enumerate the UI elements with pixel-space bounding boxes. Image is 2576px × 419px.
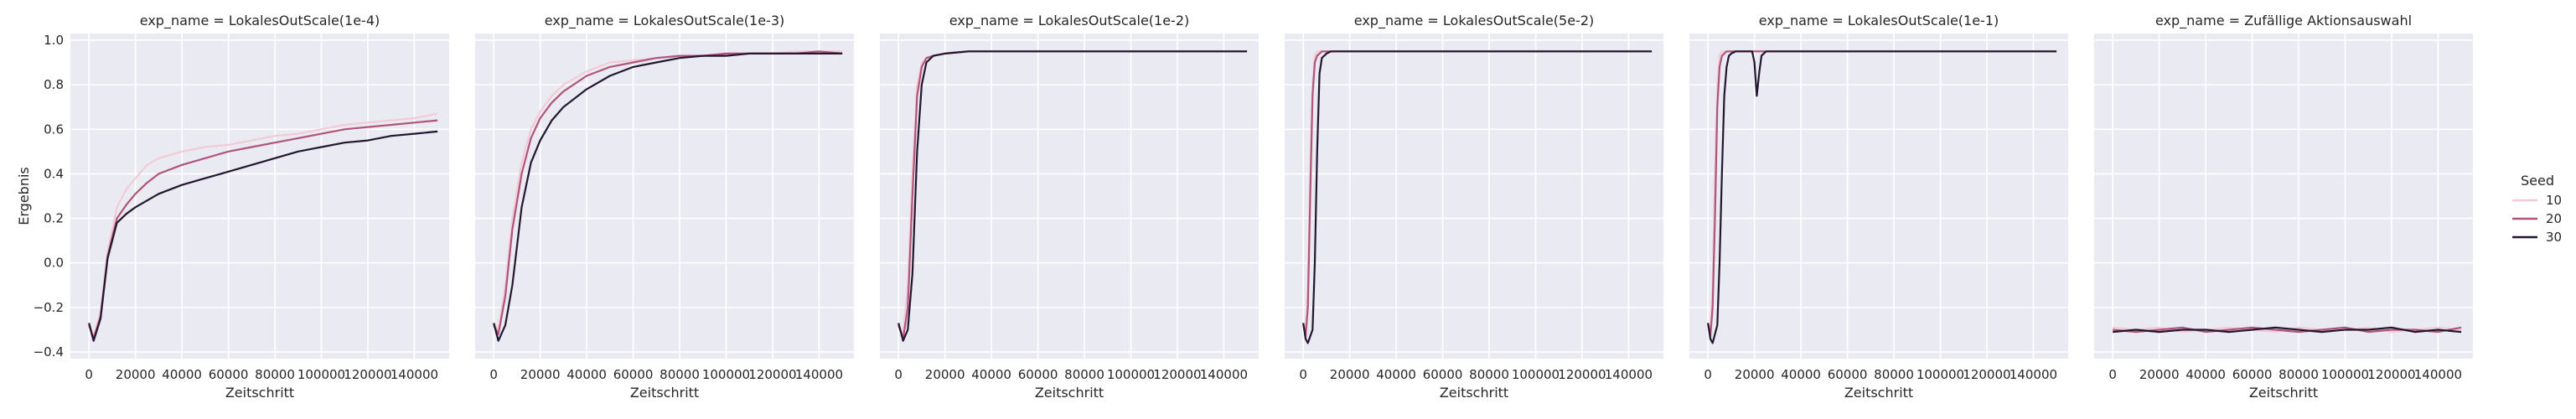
x-tick-label: 140000 bbox=[795, 367, 843, 382]
x-tick-label: 80000 bbox=[1469, 367, 1509, 382]
legend-label-seed-30: 30 bbox=[2546, 230, 2562, 245]
series-line-seed-10 bbox=[2113, 326, 2462, 334]
x-tick-label: 100000 bbox=[297, 367, 345, 382]
x-tick-label: 20000 bbox=[2139, 367, 2180, 382]
x-tick-label: 120000 bbox=[2367, 367, 2415, 382]
plot-area bbox=[2094, 34, 2473, 359]
x-tick-label: 0 bbox=[2108, 367, 2117, 382]
x-tick-label: 80000 bbox=[1064, 367, 1104, 382]
facet-title: exp_name = LokalesOutScale(1e-2) bbox=[949, 13, 1190, 29]
x-tick-label: 0 bbox=[1299, 367, 1307, 382]
facet-title: exp_name = LokalesOutScale(1e-4) bbox=[140, 13, 380, 29]
x-axis-label: Zeitschritt bbox=[1440, 385, 1508, 401]
x-tick-label: 140000 bbox=[1200, 367, 1248, 382]
x-axis-label: Zeitschritt bbox=[225, 385, 294, 401]
x-tick-label: 140000 bbox=[391, 367, 438, 382]
facet-title: exp_name = LokalesOutScale(5e-2) bbox=[1354, 13, 1595, 29]
plot-area bbox=[70, 34, 449, 359]
legend-title: Seed bbox=[2521, 173, 2554, 189]
x-tick-label: 80000 bbox=[255, 367, 295, 382]
x-tick-label: 0 bbox=[1704, 367, 1712, 382]
x-tick-label: 120000 bbox=[1153, 367, 1201, 382]
x-tick-label: 20000 bbox=[1735, 367, 1775, 382]
plot-area bbox=[1689, 34, 2068, 359]
y-tick-label: −0.4 bbox=[34, 344, 64, 360]
y-axis-label: Ergebnis bbox=[16, 167, 32, 225]
y-tick-label: 0.2 bbox=[44, 211, 64, 226]
y-tick-label: 0.8 bbox=[44, 77, 64, 92]
x-tick-label: 40000 bbox=[162, 367, 202, 382]
series-line-seed-30 bbox=[2113, 326, 2462, 334]
legend-label-seed-20: 20 bbox=[2546, 211, 2562, 226]
x-tick-label: 140000 bbox=[2010, 367, 2057, 382]
x-tick-label: 100000 bbox=[1916, 367, 1964, 382]
plot-area bbox=[475, 34, 854, 359]
series-line-seed-10 bbox=[88, 112, 438, 338]
x-axis-label: Zeitschritt bbox=[630, 385, 699, 401]
x-tick-label: 60000 bbox=[2232, 367, 2273, 382]
x-tick-label: 140000 bbox=[1605, 367, 1653, 382]
facet-title: exp_name = Zufällige Aktionsauswahl bbox=[2155, 13, 2412, 29]
y-tick-label: 1.0 bbox=[44, 33, 64, 48]
x-tick-label: 100000 bbox=[1107, 367, 1155, 382]
plot-area bbox=[880, 34, 1259, 359]
x-tick-label: 40000 bbox=[1376, 367, 1416, 382]
x-tick-label: 0 bbox=[894, 367, 903, 382]
y-tick-label: 0.6 bbox=[44, 122, 64, 137]
series-line-seed-30 bbox=[1302, 50, 1653, 344]
series-line-seed-30 bbox=[897, 50, 1248, 342]
y-tick-label: −0.2 bbox=[34, 300, 64, 315]
x-tick-label: 40000 bbox=[566, 367, 607, 382]
x-tick-label: 20000 bbox=[925, 367, 965, 382]
plot-area bbox=[1285, 34, 1663, 359]
x-tick-label: 40000 bbox=[1781, 367, 1821, 382]
x-tick-label: 100000 bbox=[1512, 367, 1560, 382]
x-tick-label: 60000 bbox=[1018, 367, 1058, 382]
x-tick-label: 0 bbox=[489, 367, 498, 382]
x-tick-label: 20000 bbox=[116, 367, 156, 382]
x-tick-label: 60000 bbox=[1423, 367, 1463, 382]
x-axis-label: Zeitschritt bbox=[1035, 385, 1104, 401]
legend-label-seed-10: 10 bbox=[2546, 193, 2562, 208]
x-tick-label: 40000 bbox=[2185, 367, 2226, 382]
x-tick-label: 80000 bbox=[1874, 367, 1914, 382]
facet-title: exp_name = LokalesOutScale(1e-1) bbox=[1759, 13, 1999, 29]
x-tick-label: 60000 bbox=[1828, 367, 1868, 382]
facet-title: exp_name = LokalesOutScale(1e-3) bbox=[545, 13, 785, 29]
series-line-seed-30 bbox=[1707, 50, 2057, 344]
x-tick-label: 20000 bbox=[1330, 367, 1370, 382]
x-tick-label: 100000 bbox=[2321, 367, 2369, 382]
x-tick-label: 60000 bbox=[209, 367, 249, 382]
x-tick-label: 80000 bbox=[2279, 367, 2319, 382]
x-tick-label: 0 bbox=[85, 367, 93, 382]
x-tick-label: 140000 bbox=[2414, 367, 2462, 382]
series-line-seed-30 bbox=[88, 130, 438, 342]
x-tick-label: 20000 bbox=[520, 367, 561, 382]
y-tick-label: 0.0 bbox=[44, 256, 64, 271]
series-line-seed-30 bbox=[493, 52, 843, 342]
x-tick-label: 120000 bbox=[344, 367, 391, 382]
x-tick-label: 120000 bbox=[748, 367, 796, 382]
x-tick-label: 80000 bbox=[660, 367, 700, 382]
x-tick-label: 120000 bbox=[1558, 367, 1606, 382]
x-tick-label: 40000 bbox=[971, 367, 1011, 382]
x-tick-label: 120000 bbox=[1963, 367, 2010, 382]
legend: Seed 10 20 30 bbox=[2512, 173, 2562, 245]
x-tick-label: 100000 bbox=[702, 367, 750, 382]
x-axis-label: Zeitschritt bbox=[1844, 385, 1913, 401]
x-axis-label: Zeitschritt bbox=[2249, 385, 2318, 401]
y-tick-label: 0.4 bbox=[44, 166, 64, 181]
x-tick-label: 60000 bbox=[613, 367, 654, 382]
